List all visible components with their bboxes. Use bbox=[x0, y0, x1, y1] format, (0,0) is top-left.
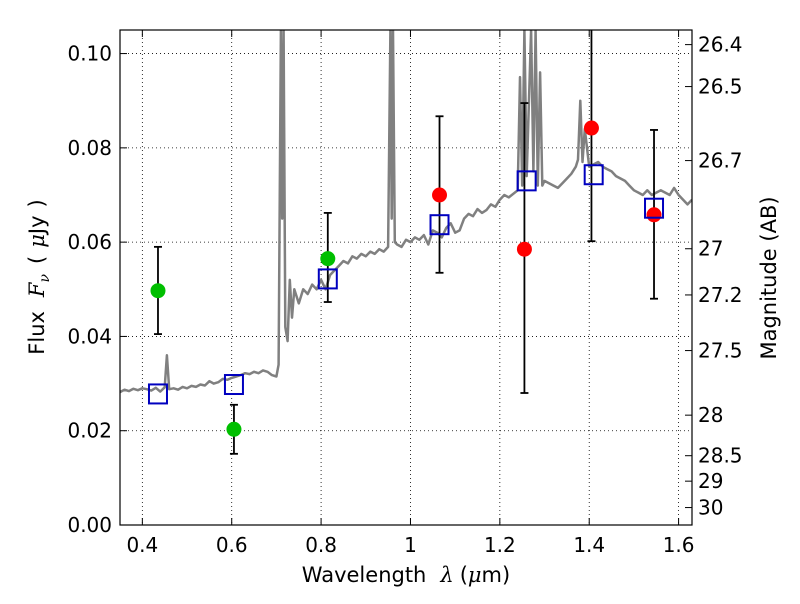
model-photometry-square bbox=[644, 197, 665, 219]
y2-tick-label: 29 bbox=[698, 469, 723, 493]
x-tick-label: 0.4 bbox=[126, 533, 158, 557]
x-tick-label: 0.6 bbox=[216, 533, 248, 557]
y2-tick-label: 28.5 bbox=[698, 444, 743, 468]
y-tick-label: 0.04 bbox=[67, 324, 112, 348]
y2-axis-label: Magnitude (AB) bbox=[757, 196, 781, 359]
y-tick-label: 0.00 bbox=[67, 513, 112, 537]
data-point bbox=[432, 187, 448, 203]
x-tick-label: 1 bbox=[404, 533, 417, 557]
data-point bbox=[320, 251, 336, 267]
model-photometry-square bbox=[583, 164, 604, 186]
data-point bbox=[150, 283, 166, 299]
y2-tick-label: 26.7 bbox=[698, 149, 743, 173]
model-photometry-square bbox=[223, 374, 244, 396]
x-tick-label: 1.2 bbox=[484, 533, 516, 557]
marker-layer bbox=[147, 30, 665, 455]
y-tick-label: 0.06 bbox=[67, 230, 112, 254]
x-tick-label: 1.4 bbox=[573, 533, 605, 557]
data-point bbox=[226, 421, 242, 437]
y-axis-label: FluxFν(μJy) bbox=[25, 199, 53, 354]
x-tick-label: 0.8 bbox=[305, 533, 337, 557]
y2-tick-label: 26.4 bbox=[698, 33, 743, 57]
x-tick-label: 1.6 bbox=[663, 533, 695, 557]
data-point bbox=[516, 241, 532, 257]
model-spectrum-line bbox=[120, 30, 692, 394]
plot-frame bbox=[119, 29, 693, 526]
y2-tick-label: 30 bbox=[698, 496, 723, 520]
data-point bbox=[646, 207, 662, 223]
x-axis-label: Wavelength λ (μm) bbox=[302, 563, 510, 587]
y2-tick-label: 27 bbox=[698, 237, 723, 261]
ticks: 0.4 0.6 0.8 1 1.2 1.4 1.6 0.00 0.02 0.04 0.06 0.08 0… bbox=[67, 30, 743, 557]
y-tick-label: 0.10 bbox=[67, 42, 112, 66]
y2-tick-label: 26.5 bbox=[698, 75, 743, 99]
spectrum-layer bbox=[120, 30, 692, 394]
y2-tick-label: 28 bbox=[698, 403, 723, 427]
y2-tick-label: 27.2 bbox=[698, 283, 743, 307]
model-photometry-square bbox=[429, 214, 450, 236]
model-photometry-square bbox=[147, 383, 168, 405]
model-photometry-square bbox=[516, 170, 537, 192]
y-tick-label: 0.08 bbox=[67, 136, 112, 160]
model-photometry-square bbox=[317, 268, 338, 290]
data-point bbox=[583, 120, 599, 136]
y-tick-label: 0.02 bbox=[67, 419, 112, 443]
y2-tick-label: 27.5 bbox=[698, 339, 743, 363]
